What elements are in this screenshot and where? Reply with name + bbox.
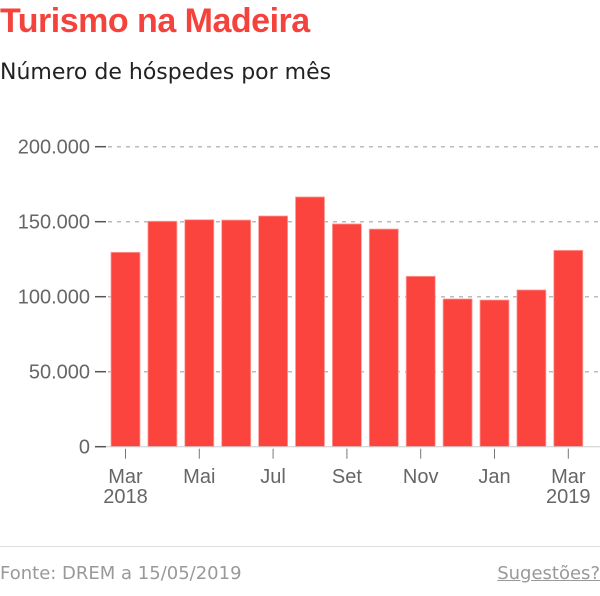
y-tick-label: 50.000 (29, 362, 90, 384)
bar (258, 215, 289, 448)
bar (147, 220, 178, 448)
suggestions-link[interactable]: Sugestões? (497, 563, 600, 584)
x-tick-year-label: 2019 (546, 486, 591, 508)
footer-divider (0, 546, 600, 547)
bar (553, 249, 584, 448)
x-tick-label: Mar (108, 466, 143, 488)
bar (110, 251, 141, 448)
x-tick-label: Jan (478, 466, 510, 488)
x-tick-label: Set (332, 466, 362, 488)
bar (331, 223, 362, 448)
y-tick-label: 0 (79, 437, 90, 459)
chart-title: Turismo na Madeira (0, 2, 310, 40)
x-tick-label: Jul (260, 466, 286, 488)
bar (184, 219, 215, 448)
bar (442, 298, 473, 448)
y-tick-label: 100.000 (18, 287, 90, 309)
x-tick-label: Mai (183, 466, 215, 488)
x-tick-year-label: 2018 (103, 486, 148, 508)
chart-subtitle: Número de hóspedes por mês (0, 60, 332, 85)
source-text: Fonte: DREM a 15/05/2019 (0, 563, 242, 584)
x-tick-label: Nov (403, 466, 439, 488)
bar (221, 219, 252, 448)
x-tick-label: Mar (551, 466, 586, 488)
bar (295, 196, 325, 448)
bar (516, 289, 547, 448)
bar (405, 275, 436, 448)
bar (479, 299, 510, 448)
y-tick-label: 200.000 (18, 137, 90, 159)
y-tick-label: 150.000 (18, 212, 90, 234)
bar (368, 228, 399, 448)
